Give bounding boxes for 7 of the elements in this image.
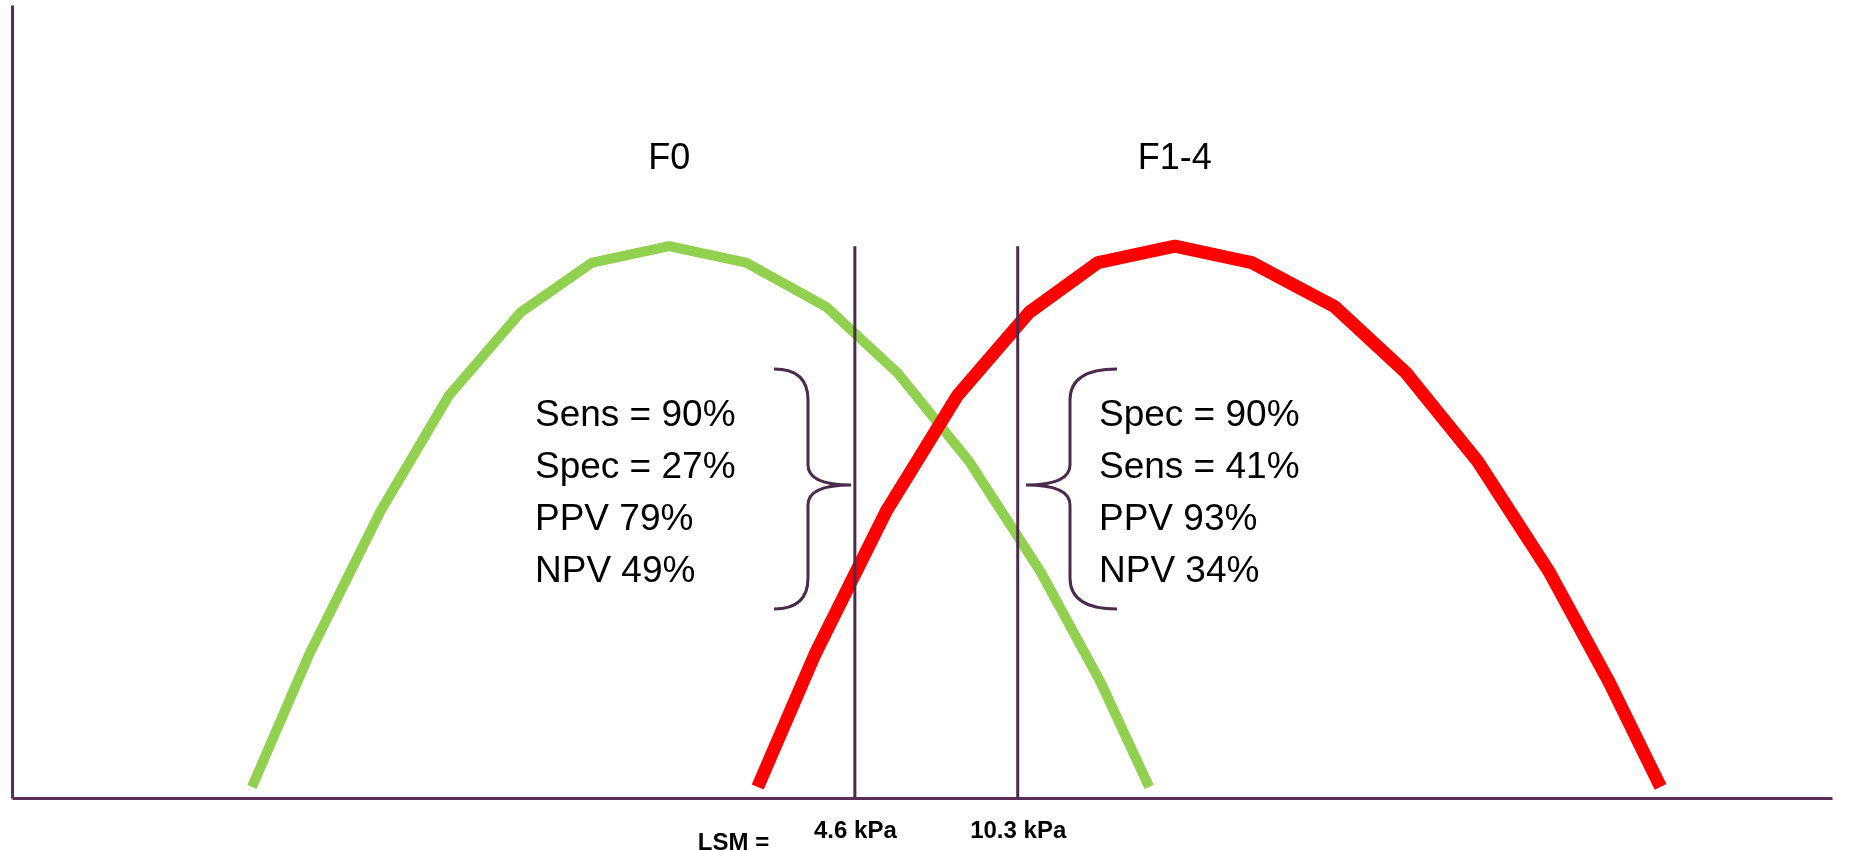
annotation: Sens = 90% Spec = 27% PPV 79% NPV 49% [535,393,736,590]
x-tick-label: 4.6 kPa [813,815,898,843]
x-axis-title: LSM = [697,827,770,850]
text: F0 [648,135,691,177]
text: F1-4 [1137,135,1212,177]
x-tick-label: 10.3 kPa [970,815,1067,843]
annotation: Spec = 90% Sens = 41% PPV 93% NPV 34% [1099,393,1300,590]
